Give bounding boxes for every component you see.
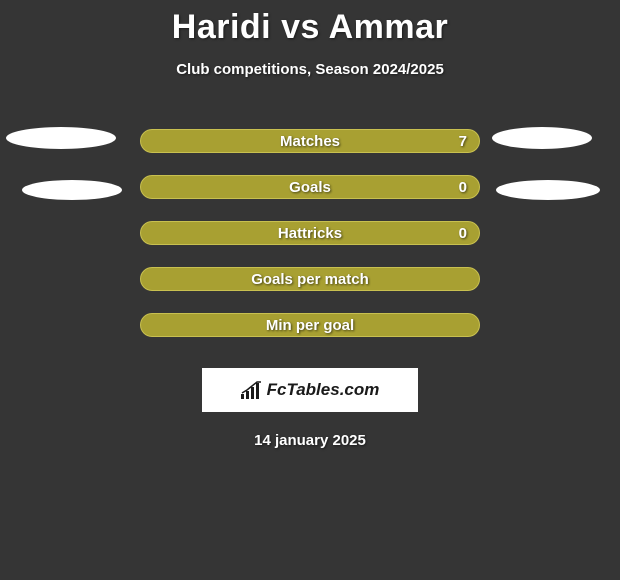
stat-row-hattricks: Hattricks 0 (0, 210, 620, 256)
stat-row-min-per-goal: Min per goal (0, 302, 620, 348)
stats-area: Matches 7 Goals 0 Hattricks 0 Goals per … (0, 118, 620, 348)
stat-label: Goals (289, 179, 331, 196)
stat-value: 0 (459, 179, 467, 196)
stat-value: 7 (459, 133, 467, 150)
brand-label: FcTables.com (267, 380, 380, 400)
stat-bar: Goals 0 (140, 175, 480, 199)
date-line: 14 january 2025 (0, 432, 620, 449)
subtitle: Club competitions, Season 2024/2025 (0, 61, 620, 78)
page-title: Haridi vs Ammar (0, 0, 620, 47)
stat-label: Min per goal (266, 317, 354, 334)
stat-bar: Min per goal (140, 313, 480, 337)
brand-box: FcTables.com (202, 368, 418, 412)
signal-icon (241, 381, 263, 399)
stat-label: Hattricks (278, 225, 342, 242)
stat-bar: Goals per match (140, 267, 480, 291)
stat-label: Matches (280, 133, 340, 150)
stat-label: Goals per match (251, 271, 369, 288)
stat-row-matches: Matches 7 (0, 118, 620, 164)
stat-row-goals-per-match: Goals per match (0, 256, 620, 302)
brand-text: FcTables.com (241, 380, 380, 400)
stat-bar: Hattricks 0 (140, 221, 480, 245)
stat-bar: Matches 7 (140, 129, 480, 153)
stat-value: 0 (459, 225, 467, 242)
stat-row-goals: Goals 0 (0, 164, 620, 210)
